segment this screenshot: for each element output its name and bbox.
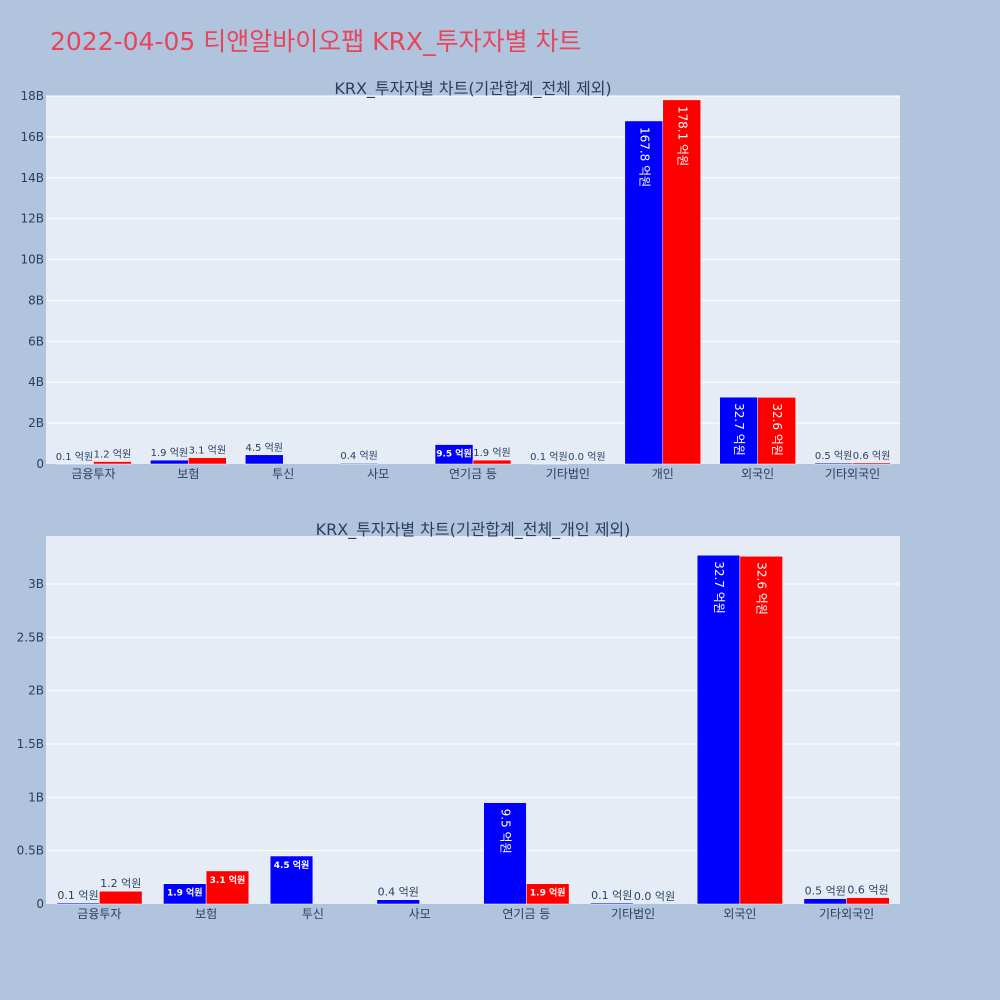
c1-bar [472,459,512,465]
c2-bar [739,556,783,905]
c1-data-label: 0.6 억원 [853,450,890,462]
c1-title: KRX_투자자별 차트(기관합계_전체 제외) [334,79,611,99]
c2-data-label: 1.9 억원 [530,887,566,899]
c1-data-label: 178.1 억원 [675,106,689,166]
c2-data-label: 4.5 억원 [274,859,310,871]
c1-data-label: 3.1 억원 [189,445,226,457]
c2-bar [846,897,890,905]
c2-bar [99,890,143,905]
c1-data-label: 32.7 억원 [732,403,746,456]
c1-y-tick-label: 14B [20,171,44,185]
c2-x-tick-label: 투신 [302,907,324,921]
c2-y-tick-label: 0 [36,897,44,911]
c2-data-label: 0.1 억원 [591,889,632,902]
c1-x-tick-label: 금융투자 [71,467,115,481]
c1-y-tick-label: 10B [20,253,44,267]
c2-y-tick-label: 2B [28,684,44,698]
c2-data-label: 0.6 억원 [847,884,888,897]
c1-x-tick-label: 기타외국인 [825,467,880,481]
page-title: 2022-04-05 티앤알바이오팹 KRX_투자자별 차트 [50,27,582,56]
c2-bar [269,855,314,905]
c2-bar [803,898,847,905]
c2-x-tick-label: 연기금 등 [502,907,550,921]
c1-y-tick-label: 18B [20,89,44,103]
c1-data-label: 1.2 억원 [94,449,131,461]
c1-bar [852,462,891,465]
c2-bar [526,883,570,905]
c1-x-tick-label: 연기금 등 [449,467,497,481]
c2-x-tick-label: 기타외국인 [819,907,874,921]
c1-data-label: 32.6 억원 [770,403,784,456]
c1-bar [719,396,758,465]
c2-y-tick-label: 3B [28,577,44,591]
c2-data-label: 0.4 억원 [378,886,419,899]
c1-data-label: 4.5 억원 [246,442,283,454]
c2-bar [205,870,250,905]
c1-bar [245,454,284,465]
c1-bar [434,444,474,465]
c2-data-label: 9.5 억원 [499,809,513,854]
c1-y-tick-label: 4B [28,375,44,389]
c2-bar [590,902,634,905]
c2-x-tick-label: 외국인 [723,907,756,921]
chart-investor-all: 0 2B 4B 6B 8B 10B 12B 14B 16B 18B KRX_투자자별 차트(기관합계… [20,79,900,481]
c1-data-label: 1.9 억원 [151,447,188,459]
c1-x-tick-label: 외국인 [741,467,774,481]
c2-x-tick-label: 기타법인 [611,907,655,921]
c1-data-label: 0.1 억원 [56,451,93,463]
c2-data-label: 1.2 억원 [100,877,141,890]
c2-data-label: 32.7 억원 [712,561,726,614]
c1-bar [757,397,796,465]
c1-bar [339,462,379,465]
c1-y-tick-label: 2B [28,416,44,430]
c1-y-tick-label: 16B [20,130,44,144]
c2-data-label: 1.9 억원 [167,887,203,899]
c2-y-tick-label: 0.5B [17,844,44,858]
c2-bar [483,802,527,905]
c2-data-label: 0.5 억원 [805,885,846,898]
c1-y-tick-label: 0 [36,457,44,471]
c2-bar [56,902,100,905]
c2-x-tick-label: 금융투자 [77,907,121,921]
c1-bar [188,457,227,465]
c1-bar [624,120,664,465]
c2-data-label: 32.6 억원 [755,562,769,615]
c1-y-tick-label: 12B [20,212,44,226]
c2-data-label: 0.0 억원 [634,890,675,903]
c2-y-tick-label: 2.5B [17,630,44,644]
c2-x-tick-label: 보험 [195,907,217,921]
c2-data-label: 3.1 억원 [210,874,246,886]
c1-data-label: 0.4 억원 [340,450,377,462]
c1-y-tick-label: 6B [28,334,44,348]
c1-data-label: 0.0 억원 [568,451,605,463]
c2-x-tick-label: 사모 [409,907,431,921]
c2-title: KRX_투자자별 차트(기관합계_전체_개인 제외) [316,520,631,540]
c2-data-label: 0.1 억원 [57,889,98,902]
c1-x-tick-label: 투신 [272,467,294,481]
c1-x-tick-label: 사모 [367,467,389,481]
c1-x-tick-label: 개인 [652,467,674,481]
c1-bar [662,99,701,465]
c1-x-tick-label: 보험 [177,467,199,481]
c1-data-label: 9.5 억원 [436,448,472,460]
c1-bar [93,461,132,465]
c2-bar [376,899,420,905]
c1-y-tick-label: 8B [28,293,44,307]
c1-data-label: 0.1 억원 [530,451,567,463]
c1-data-label: 167.8 억원 [637,127,651,187]
c2-y-tick-label: 1B [28,790,44,804]
c1-data-label: 1.9 억원 [473,447,510,459]
c2-y-tick-label: 1.5B [17,737,44,751]
c1-x-tick-label: 기타법인 [546,467,590,481]
c1-data-label: 0.5 억원 [815,450,852,462]
